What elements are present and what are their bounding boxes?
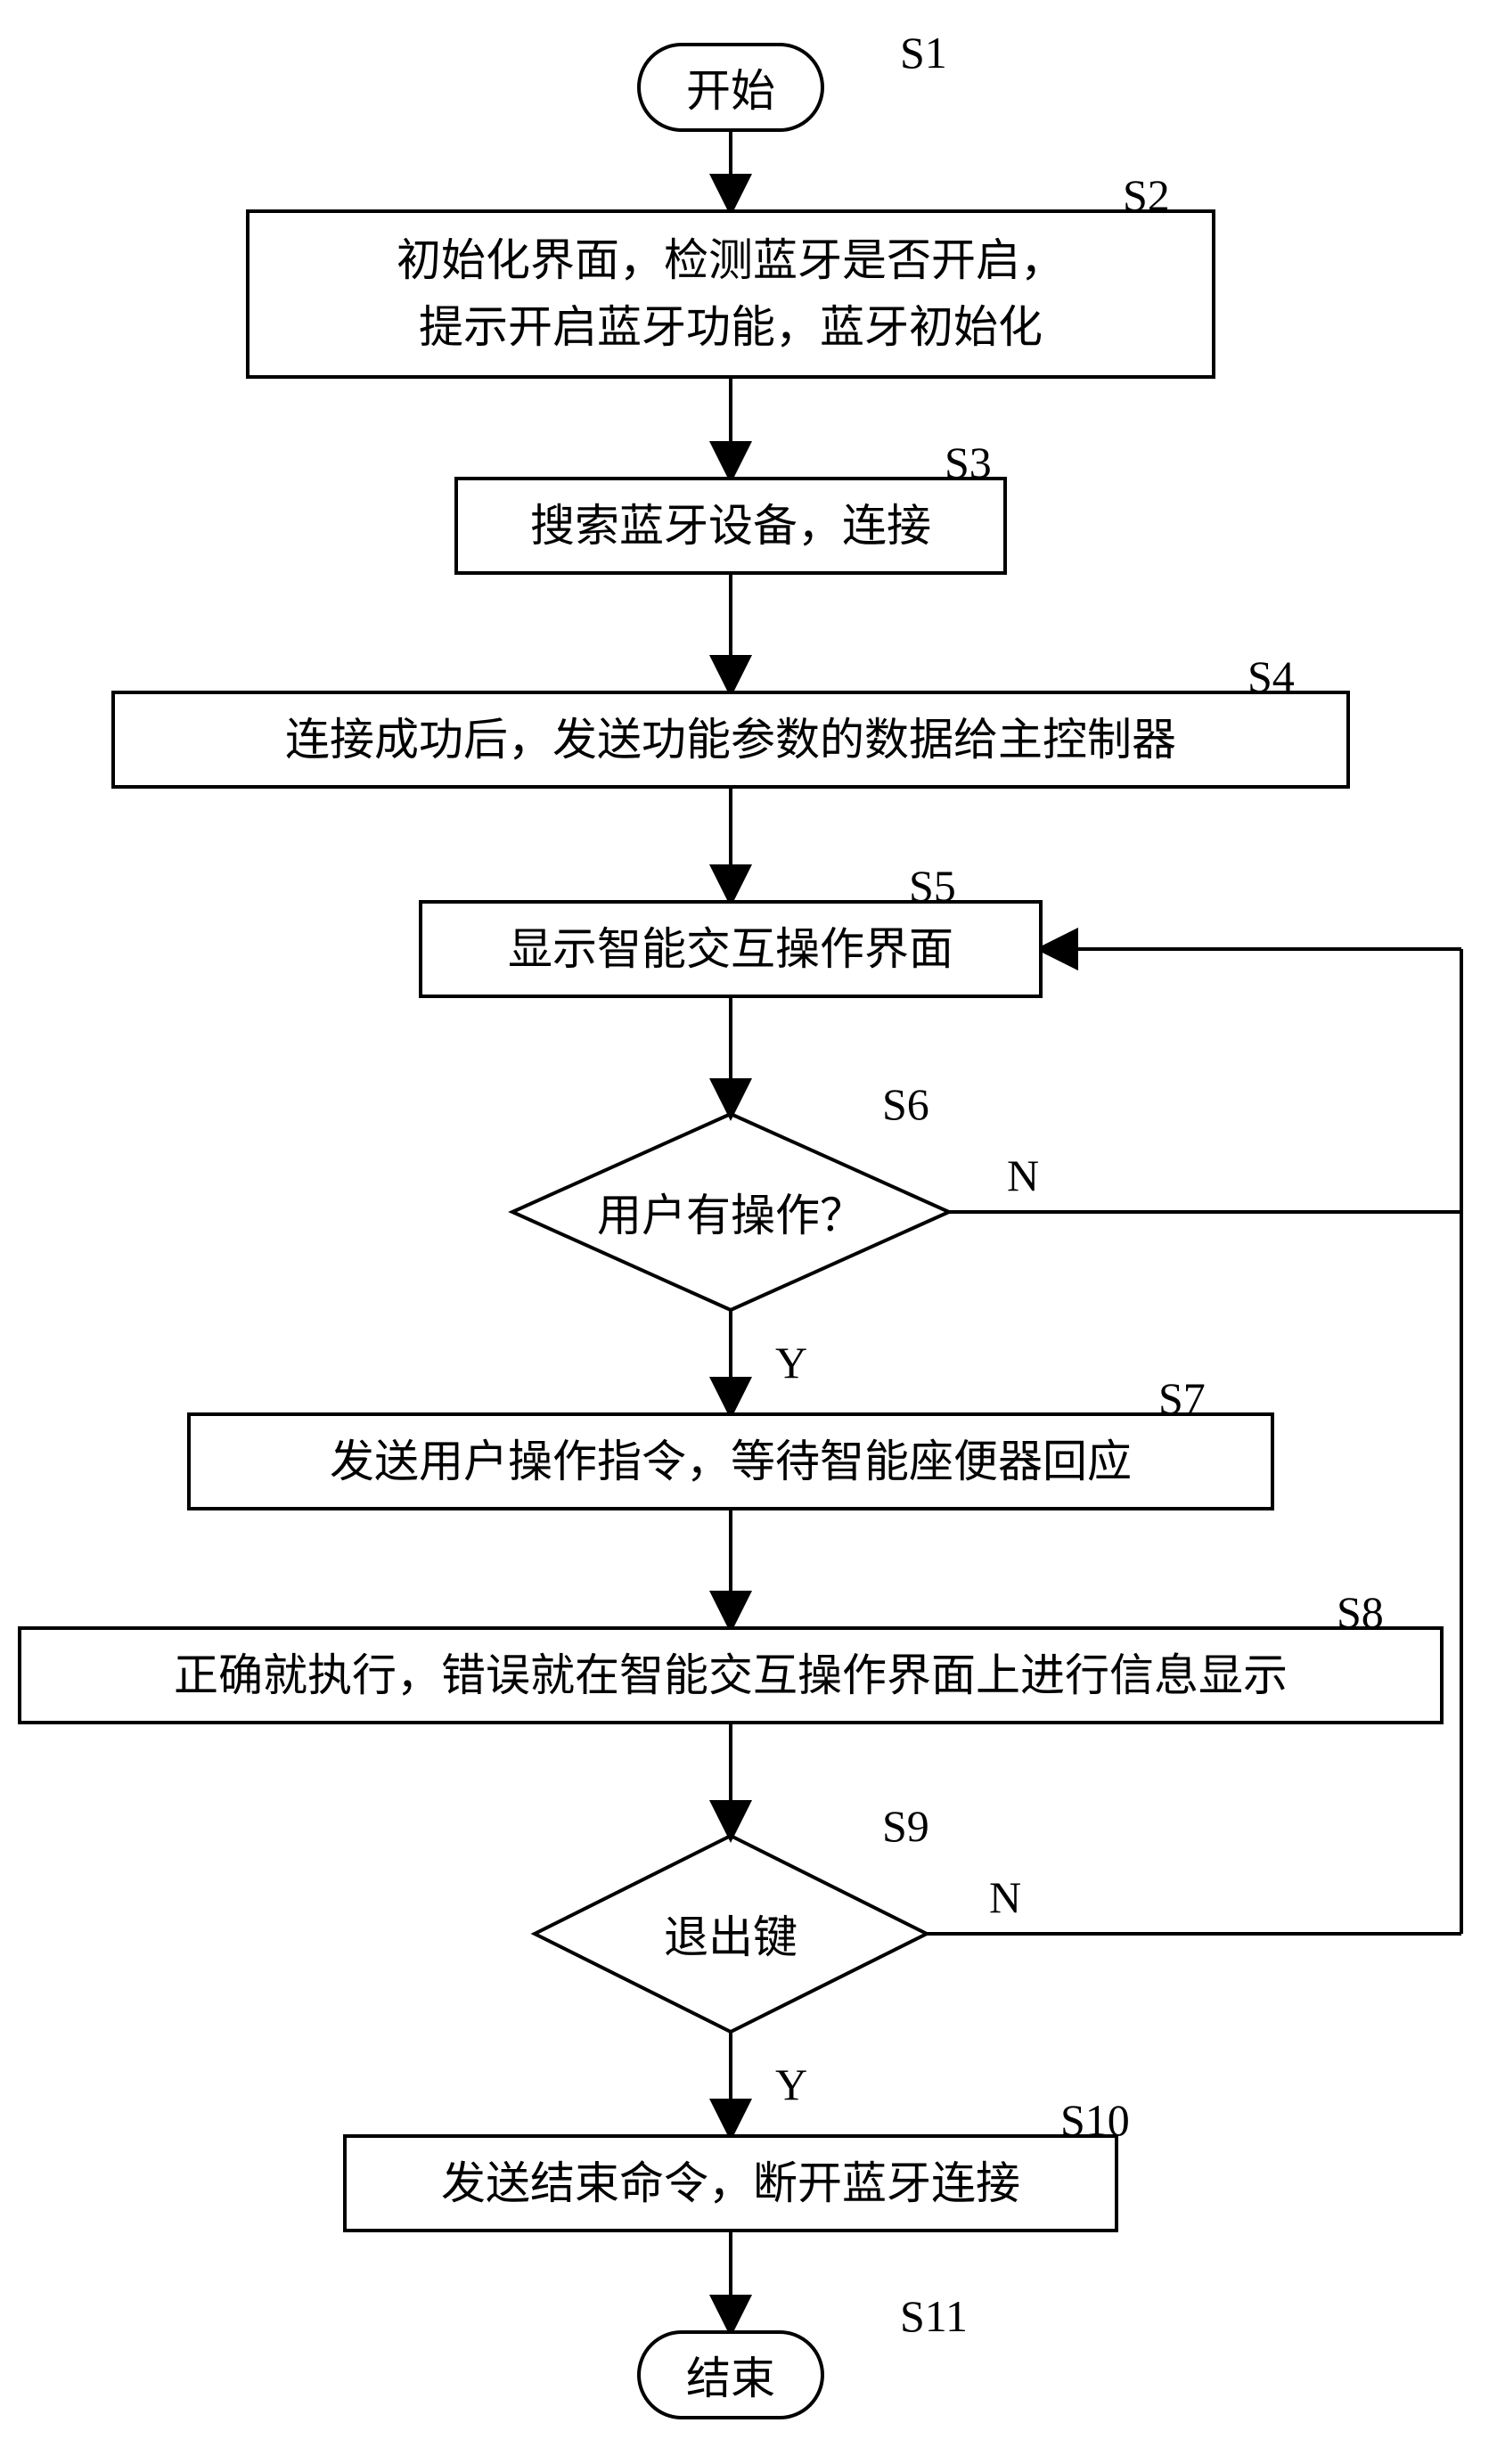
- process-s2: 初始化界面，检测蓝牙是否开启， 提示开启蓝牙功能，蓝牙初始化: [246, 209, 1215, 379]
- node-text: 初始化界面，检测蓝牙是否开启， 提示开启蓝牙功能，蓝牙初始化: [397, 227, 1065, 361]
- terminal-s1: 开始: [637, 43, 824, 132]
- step-label: S3: [945, 437, 992, 488]
- decision-text-s6: 用户有操作？: [512, 1114, 949, 1310]
- process-s8: 正确就执行，错误就在智能交互操作界面上进行信息显示: [18, 1626, 1444, 1724]
- process-s7: 发送用户操作指令，等待智能座便器回应: [187, 1412, 1274, 1510]
- step-label: S8: [1337, 1586, 1384, 1638]
- step-label: S5: [909, 860, 956, 912]
- step-label: S10: [1060, 2094, 1130, 2146]
- process-s3: 搜索蓝牙设备，连接: [454, 477, 1007, 575]
- decision-text-s9: 退出键: [535, 1836, 927, 2032]
- branch-label: Y: [775, 1337, 807, 1388]
- node-text: 显示智能交互操作界面: [508, 916, 953, 983]
- node-text: 搜索蓝牙设备，连接: [530, 493, 931, 560]
- step-label: S9: [882, 1800, 929, 1852]
- step-label: S2: [1123, 169, 1170, 221]
- branch-label: N: [989, 1871, 1021, 1923]
- node-text: 用户有操作？: [597, 1180, 864, 1244]
- process-s5: 显示智能交互操作界面: [419, 900, 1043, 998]
- process-s4: 连接成功后，发送功能参数的数据给主控制器: [111, 691, 1350, 789]
- node-text: 发送用户操作指令，等待智能座便器回应: [330, 1428, 1132, 1495]
- step-label: S7: [1158, 1372, 1206, 1424]
- step-label: S11: [900, 2290, 968, 2342]
- node-text: 退出键: [664, 1902, 798, 1966]
- step-label: S6: [882, 1078, 929, 1130]
- branch-label: Y: [775, 2059, 807, 2110]
- branch-label: N: [1007, 1150, 1039, 1201]
- node-text: 正确就执行，错误就在智能交互操作界面上进行信息显示: [174, 1642, 1288, 1709]
- node-text: 发送结束命令，断开蓝牙连接: [441, 2150, 1020, 2217]
- process-s10: 发送结束命令，断开蓝牙连接: [343, 2134, 1118, 2232]
- terminal-s11: 结束: [637, 2330, 824, 2419]
- node-text: 结束: [686, 2343, 775, 2407]
- step-label: S4: [1248, 651, 1295, 702]
- node-text: 连接成功后，发送功能参数的数据给主控制器: [285, 707, 1176, 774]
- step-label: S1: [900, 27, 947, 78]
- node-text: 开始: [686, 55, 775, 119]
- flowchart-container: 开始 S1 初始化界面，检测蓝牙是否开启， 提示开启蓝牙功能，蓝牙初始化 S2 搜索蓝牙…: [0, 0, 1497, 2464]
